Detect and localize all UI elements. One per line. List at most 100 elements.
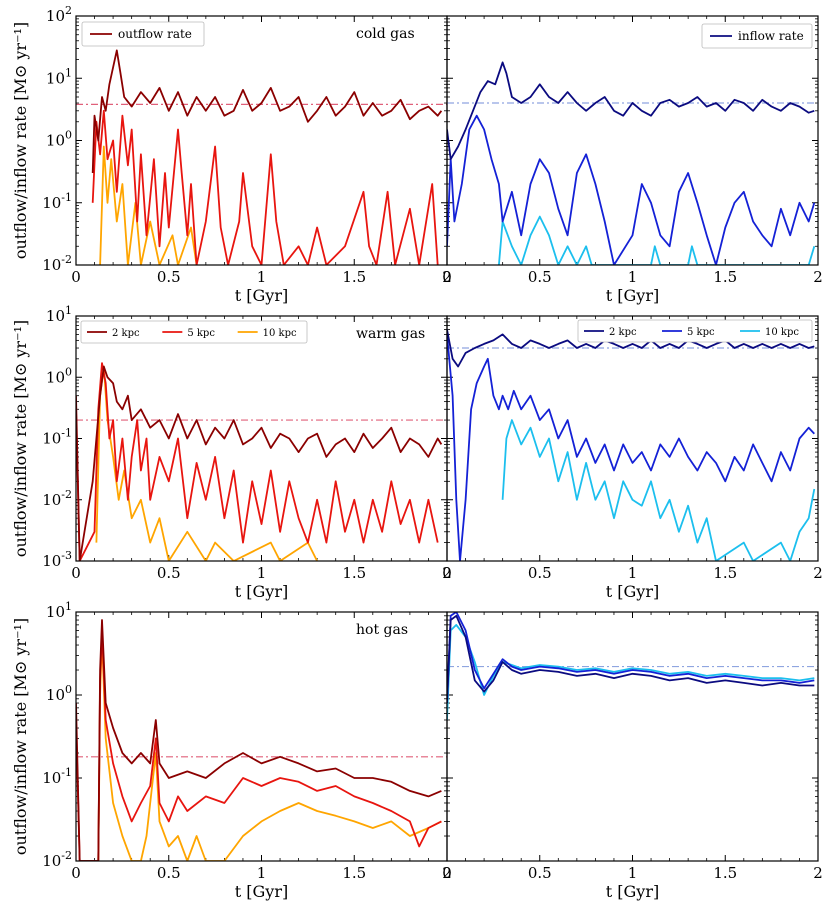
hot-gas-inflow-xlabel: t [Gyr] <box>606 882 659 901</box>
hot-gas-panel-label: hot gas <box>356 622 408 638</box>
cold-gas-ytick-label: 10-2 <box>42 253 72 274</box>
warm-gas-outflow-line-5kpc <box>76 362 439 561</box>
warm-gas-ytick-label: 10-3 <box>42 549 72 570</box>
hot-gas-inflow-xtick-label: 0.5 <box>528 864 552 882</box>
cold-gas-inflow-xtick-label: 0.5 <box>528 268 552 286</box>
cold-gas-outflow-legend-label: outflow rate <box>118 27 192 41</box>
hot-gas-outflow-xtick-label: 0.5 <box>157 864 181 882</box>
warm-gas-inflow-xtick-label: 2 <box>813 564 823 582</box>
cold-gas-inflow-line-2kpc <box>447 61 815 161</box>
cold-gas-inflow-series-group <box>447 61 818 265</box>
warm-gas-inflow-legend-box <box>577 319 813 343</box>
warm-gas-ytick-exponent: 0 <box>65 365 72 378</box>
cold-gas-inflow-xlabel: t [Gyr] <box>606 286 659 305</box>
warm-gas-inflow-legend-label-10kpc: 10 kpc <box>765 327 799 338</box>
warm-gas-inflow-legend-label-5kpc: 5 kpc <box>687 327 715 338</box>
hot-gas-ytick-exponent: -2 <box>61 849 72 862</box>
warm-gas-ytick-exponent: -1 <box>61 427 72 440</box>
cold-gas-ytick-base: 10 <box>46 69 65 87</box>
hot-gas-inflow-series-group <box>447 612 818 721</box>
warm-gas-ytick-base: 10 <box>42 430 61 448</box>
hot-gas-inflow-xtick-label: 0 <box>442 864 452 882</box>
cold-gas-inflow-legend-box <box>701 23 813 49</box>
hot-gas-outflow-line-2kpc <box>76 619 442 861</box>
hot-gas-outflow-frame <box>75 611 448 862</box>
warm-gas-outflow-legend-box <box>80 320 308 344</box>
warm-gas-outflow-xtick-label: 1.5 <box>342 564 366 582</box>
hot-gas-ytick-label: 100 <box>46 683 72 704</box>
hot-gas-outflow-xtick-label: 2 <box>442 864 452 882</box>
cold-gas-ytick-base: 10 <box>42 194 61 212</box>
cold-gas-ylabel: outflow/inflow rate [M⊙ yr⁻¹] <box>11 22 30 259</box>
warm-gas-ytick-label: 10-2 <box>42 488 72 509</box>
warm-gas-panel-label: warm gas <box>356 326 425 342</box>
warm-gas-inflow-legend-label-2kpc: 2 kpc <box>609 327 637 338</box>
hot-gas-inflow-frame <box>446 611 819 862</box>
cold-gas-ytick-exponent: 2 <box>65 4 72 17</box>
hot-gas-outflow-xtick-label: 0 <box>71 864 81 882</box>
hot-gas-outflow-series-group <box>76 619 447 861</box>
cold-gas-inflow-legend-label: inflow rate <box>738 29 804 43</box>
warm-gas-inflow-frame <box>446 315 819 562</box>
warm-gas-ytick-exponent: -3 <box>61 549 72 562</box>
warm-gas-outflow-line-10kpc <box>95 365 318 561</box>
warm-gas-ytick-exponent: 1 <box>65 304 72 317</box>
hot-gas-ytick-label: 10-2 <box>42 849 72 870</box>
hot-gas-outflow-line-5kpc <box>76 629 442 861</box>
warm-gas-inflow-xtick-label: 0 <box>442 564 452 582</box>
hot-gas-inflow-line-5kpc <box>447 612 815 704</box>
hot-gas-outflow-xlabel: t [Gyr] <box>235 882 288 901</box>
warm-gas-inflow-xtick-label: 1.5 <box>713 564 737 582</box>
cold-gas-outflow-xtick-label: 2 <box>442 268 452 286</box>
cold-gas-ytick-label: 101 <box>46 66 72 87</box>
cold-gas-outflow-line-5kpc <box>91 109 439 265</box>
cold-gas-panel-label: cold gas <box>356 26 415 42</box>
cold-gas-outflow-legend-box <box>81 21 205 47</box>
cold-gas-inflow-line-5kpc <box>447 114 816 265</box>
warm-gas-outflow-xtick-label: 0 <box>71 564 81 582</box>
warm-gas-inflow-xtick-label: 1 <box>628 564 638 582</box>
warm-gas-outflow-legend-label-2kpc: 2 kpc <box>112 328 140 339</box>
cold-gas-outflow-series-group <box>76 49 447 265</box>
hot-gas-ytick-base: 10 <box>46 686 65 704</box>
cold-gas-ytick-base: 10 <box>46 132 65 150</box>
cold-gas-inflow-xtick-label: 0 <box>442 268 452 286</box>
cold-gas-outflow-xlabel: t [Gyr] <box>235 286 288 305</box>
warm-gas-ytick-label: 100 <box>46 365 72 386</box>
warm-gas-ytick-base: 10 <box>42 491 61 509</box>
cold-gas-ytick-label: 10-1 <box>42 191 72 212</box>
warm-gas-ytick-base: 10 <box>42 552 61 570</box>
hot-gas-ytick-exponent: 1 <box>65 600 72 613</box>
warm-gas-outflow-xtick-label: 2 <box>442 564 452 582</box>
warm-gas-outflow-xlabel: t [Gyr] <box>235 582 288 601</box>
warm-gas-outflow-xtick-label: 0.5 <box>157 564 181 582</box>
warm-gas-ytick-label: 10-1 <box>42 427 72 448</box>
hot-gas-ylabel: outflow/inflow rate [M⊙ yr⁻¹] <box>11 618 30 855</box>
warm-gas-ylabel: outflow/inflow rate [M⊙ yr⁻¹] <box>11 320 30 557</box>
cold-gas-inflow-line-10kpc <box>498 215 816 265</box>
cold-gas-ytick-base: 10 <box>46 7 65 25</box>
warm-gas-ytick-label: 101 <box>46 304 72 325</box>
cold-gas-outflow-xtick-label: 1.5 <box>342 268 366 286</box>
cold-gas-inflow-xtick-label: 1 <box>628 268 638 286</box>
hot-gas-ytick-base: 10 <box>46 603 65 621</box>
warm-gas-ytick-base: 10 <box>46 368 65 386</box>
warm-gas-outflow-legend-label-5kpc: 5 kpc <box>187 328 215 339</box>
hot-gas-ytick-label: 101 <box>46 600 72 621</box>
cold-gas-outflow-line-2kpc <box>91 49 443 174</box>
hot-gas-outflow-xtick-label: 1.5 <box>342 864 366 882</box>
cold-gas-ytick-base: 10 <box>42 256 61 274</box>
hot-gas-ytick-exponent: -1 <box>61 766 72 779</box>
hot-gas-inflow-line-10kpc <box>447 624 815 721</box>
hot-gas-inflow-line-2kpc <box>447 614 815 704</box>
warm-gas-inflow-line-10kpc <box>501 419 816 561</box>
warm-gas-ytick-base: 10 <box>46 307 65 325</box>
cold-gas-ytick-exponent: 1 <box>65 66 72 79</box>
warm-gas-outflow-legend-label-10kpc: 10 kpc <box>263 328 297 339</box>
hot-gas-inflow-xtick-label: 2 <box>813 864 823 882</box>
warm-gas-inflow-line-2kpc <box>447 329 815 368</box>
hot-gas-ytick-base: 10 <box>42 769 61 787</box>
hot-gas-ytick-label: 10-1 <box>42 766 72 787</box>
cold-gas-outflow-xtick-label: 1 <box>257 268 267 286</box>
